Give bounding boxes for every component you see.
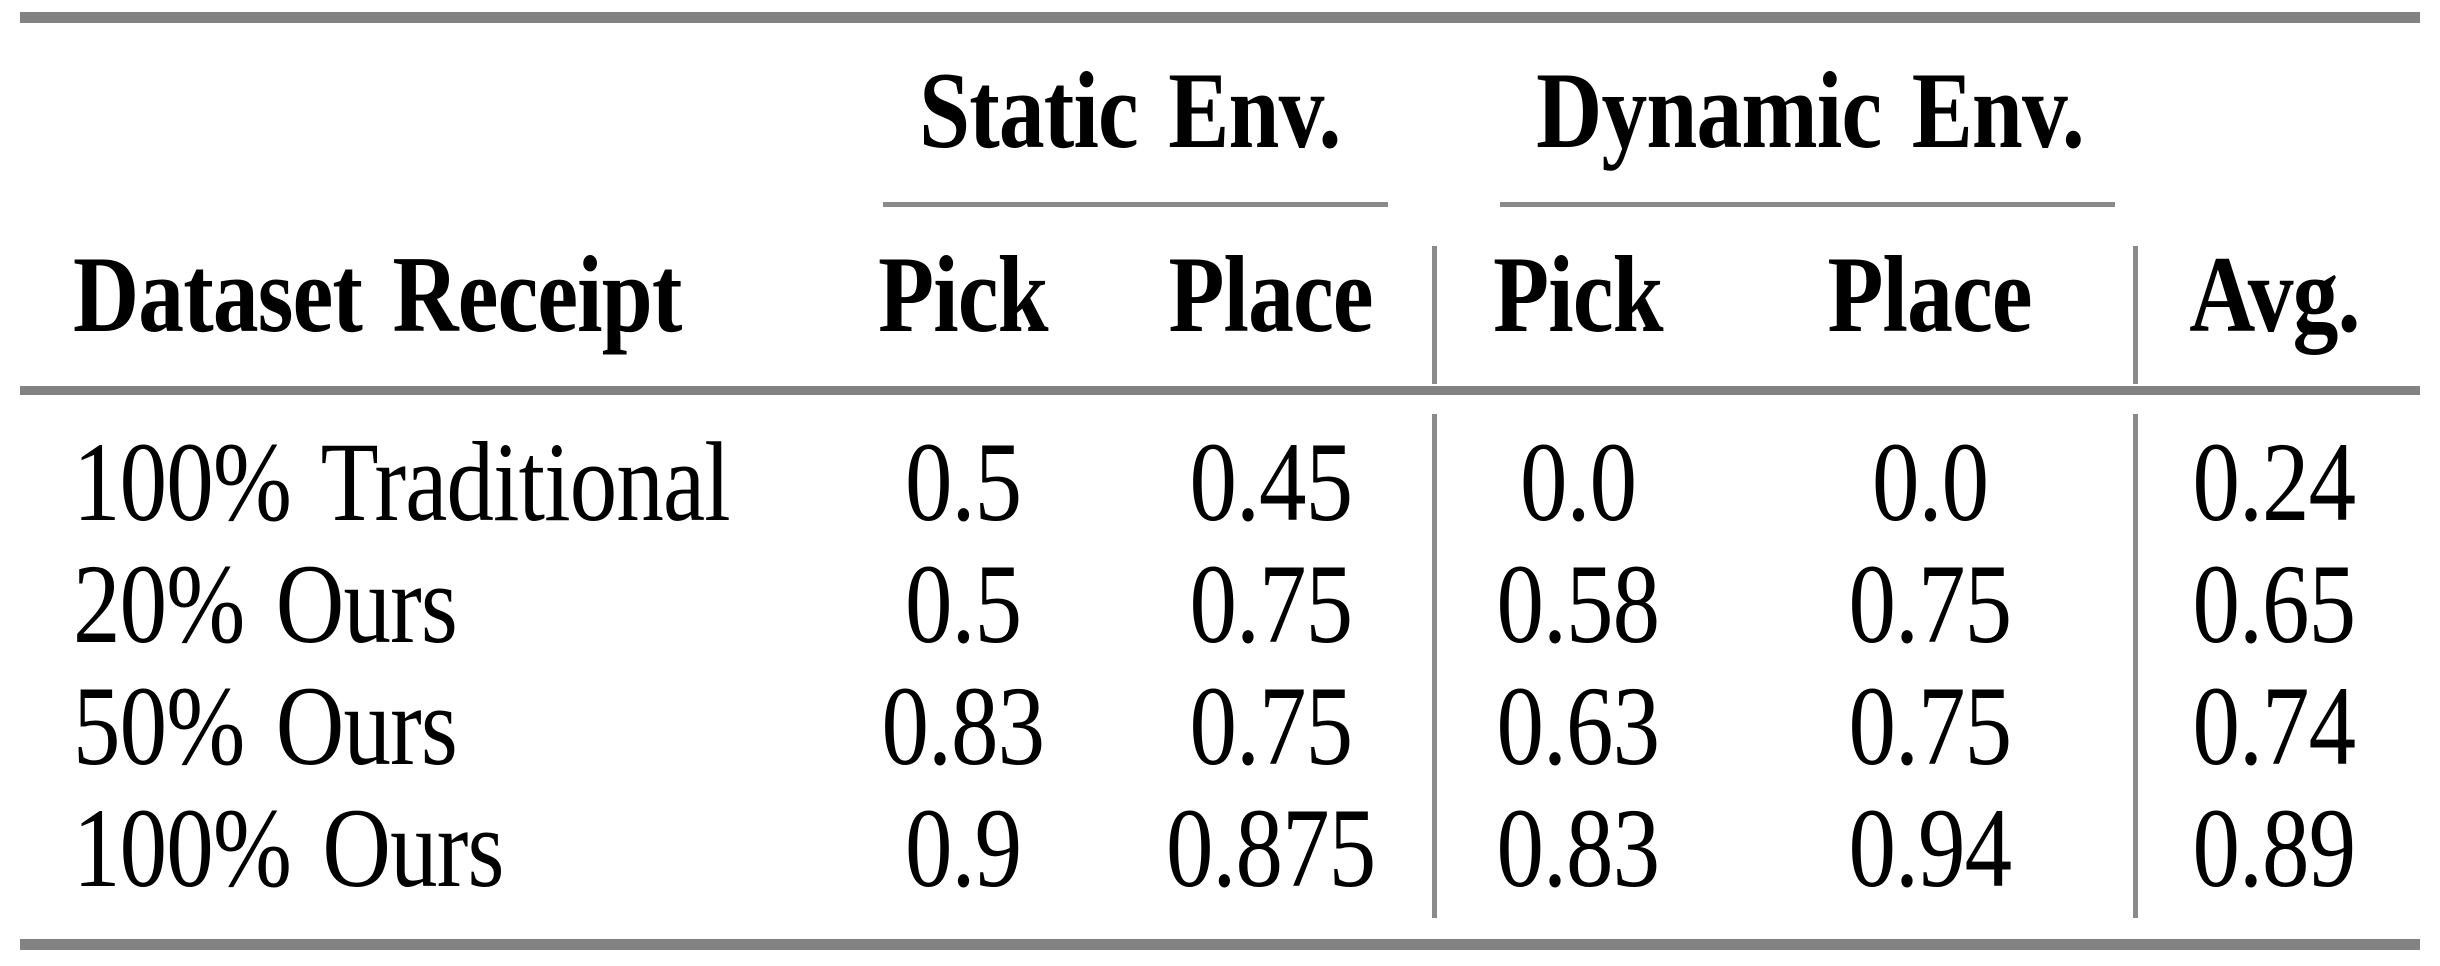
column-separator-rule bbox=[1432, 246, 1437, 384]
cell-value: 0.83 bbox=[881, 664, 1046, 789]
cell-dataset: 100% Ours bbox=[73, 786, 873, 911]
cell-static-pick: 0.9 bbox=[843, 786, 1083, 911]
cell-value: 100% Traditional bbox=[73, 420, 731, 545]
cell-dataset: 50% Ours bbox=[73, 664, 873, 789]
cell-avg: 0.65 bbox=[2154, 542, 2394, 667]
cell-value: 0.875 bbox=[1166, 786, 1376, 911]
cell-dynamic-pick: 0.63 bbox=[1458, 664, 1698, 789]
header-cell-dynamic-pick: Pick bbox=[1458, 222, 1698, 368]
header-label: Pick bbox=[1493, 234, 1663, 355]
cell-value: 0.24 bbox=[2192, 420, 2357, 545]
cell-dynamic-place: 0.94 bbox=[1810, 786, 2050, 911]
cell-dynamic-pick: 0.0 bbox=[1458, 420, 1698, 545]
header-cell-dataset: Dataset Receipt bbox=[73, 222, 873, 368]
cell-value: 0.45 bbox=[1189, 420, 1354, 545]
cell-value: 0.75 bbox=[1189, 664, 1354, 789]
header-label: Avg. bbox=[2188, 234, 2360, 355]
header-label: Place bbox=[1827, 234, 2033, 355]
cell-value: 20% Ours bbox=[73, 542, 458, 667]
cell-dynamic-place: 0.75 bbox=[1810, 664, 2050, 789]
cell-static-pick: 0.83 bbox=[843, 664, 1083, 789]
cell-value: 0.75 bbox=[1189, 542, 1354, 667]
cell-value: 0.75 bbox=[1848, 542, 2013, 667]
cell-static-place: 0.75 bbox=[1151, 542, 1391, 667]
column-separator-rule bbox=[2133, 414, 2138, 918]
cell-avg: 0.74 bbox=[2154, 664, 2394, 789]
table-bottom-rule bbox=[20, 939, 2420, 950]
cell-avg: 0.24 bbox=[2154, 420, 2394, 545]
cell-value: 0.0 bbox=[1519, 420, 1637, 545]
cell-static-pick: 0.5 bbox=[843, 420, 1083, 545]
cell-value: 0.83 bbox=[1496, 786, 1661, 911]
cell-value: 0.89 bbox=[2192, 786, 2357, 911]
header-label: Place bbox=[1168, 234, 1374, 355]
cell-avg: 0.89 bbox=[2154, 786, 2394, 911]
cell-dynamic-pick: 0.83 bbox=[1458, 786, 1698, 911]
cell-value: 0.74 bbox=[2192, 664, 2357, 789]
cell-value: 100% Ours bbox=[73, 786, 504, 911]
static-env-group-label: Static Env. bbox=[919, 50, 1341, 171]
cell-static-place: 0.75 bbox=[1151, 664, 1391, 789]
cell-static-pick: 0.5 bbox=[843, 542, 1083, 667]
cell-value: 0.75 bbox=[1848, 664, 2013, 789]
table-row: 100% Traditional 0.5 0.45 0.0 0.0 0.24 bbox=[0, 420, 2440, 545]
header-cell-static-pick: Pick bbox=[843, 222, 1083, 368]
cell-dataset: 20% Ours bbox=[73, 542, 873, 667]
cell-value: 0.94 bbox=[1848, 786, 2013, 911]
cell-static-place: 0.45 bbox=[1151, 420, 1391, 545]
static-env-spanner-rule bbox=[883, 202, 1388, 207]
column-separator-rule bbox=[2133, 246, 2138, 384]
cell-value: 0.0 bbox=[1871, 420, 1989, 545]
table-row: 50% Ours 0.83 0.75 0.63 0.75 0.74 bbox=[0, 664, 2440, 789]
dynamic-env-group-header: Dynamic Env. bbox=[1500, 50, 2120, 171]
cell-value: 0.5 bbox=[904, 420, 1022, 545]
table-row: 100% Ours 0.9 0.875 0.83 0.94 0.89 bbox=[0, 786, 2440, 911]
cell-dataset: 100% Traditional bbox=[73, 420, 873, 545]
dynamic-env-group-label: Dynamic Env. bbox=[1536, 50, 2085, 171]
header-cell-avg: Avg. bbox=[2154, 222, 2394, 368]
cell-value: 0.58 bbox=[1496, 542, 1661, 667]
cell-dynamic-place: 0.75 bbox=[1810, 542, 2050, 667]
header-cell-static-place: Place bbox=[1151, 222, 1391, 368]
table-header-rule bbox=[20, 386, 2420, 395]
header-row: Dataset Receipt Pick Place Pick Place Av… bbox=[0, 222, 2440, 368]
spanner-row: Static Env. Dynamic Env. bbox=[0, 50, 2440, 171]
cell-value: 0.63 bbox=[1496, 664, 1661, 789]
cell-value: 0.5 bbox=[904, 542, 1022, 667]
table-row: 20% Ours 0.5 0.75 0.58 0.75 0.65 bbox=[0, 542, 2440, 667]
header-label: Dataset Receipt bbox=[73, 234, 682, 355]
cell-value: 0.9 bbox=[904, 786, 1022, 911]
cell-value: 0.65 bbox=[2192, 542, 2357, 667]
cell-dynamic-pick: 0.58 bbox=[1458, 542, 1698, 667]
header-cell-dynamic-place: Place bbox=[1810, 222, 2050, 368]
static-env-group-header: Static Env. bbox=[880, 50, 1380, 171]
dynamic-env-spanner-rule bbox=[1500, 202, 2115, 207]
header-label: Pick bbox=[878, 234, 1048, 355]
cell-static-place: 0.875 bbox=[1151, 786, 1391, 911]
table-top-rule bbox=[20, 12, 2420, 23]
cell-value: 50% Ours bbox=[73, 664, 458, 789]
column-separator-rule bbox=[1432, 414, 1437, 918]
cell-dynamic-place: 0.0 bbox=[1810, 420, 2050, 545]
